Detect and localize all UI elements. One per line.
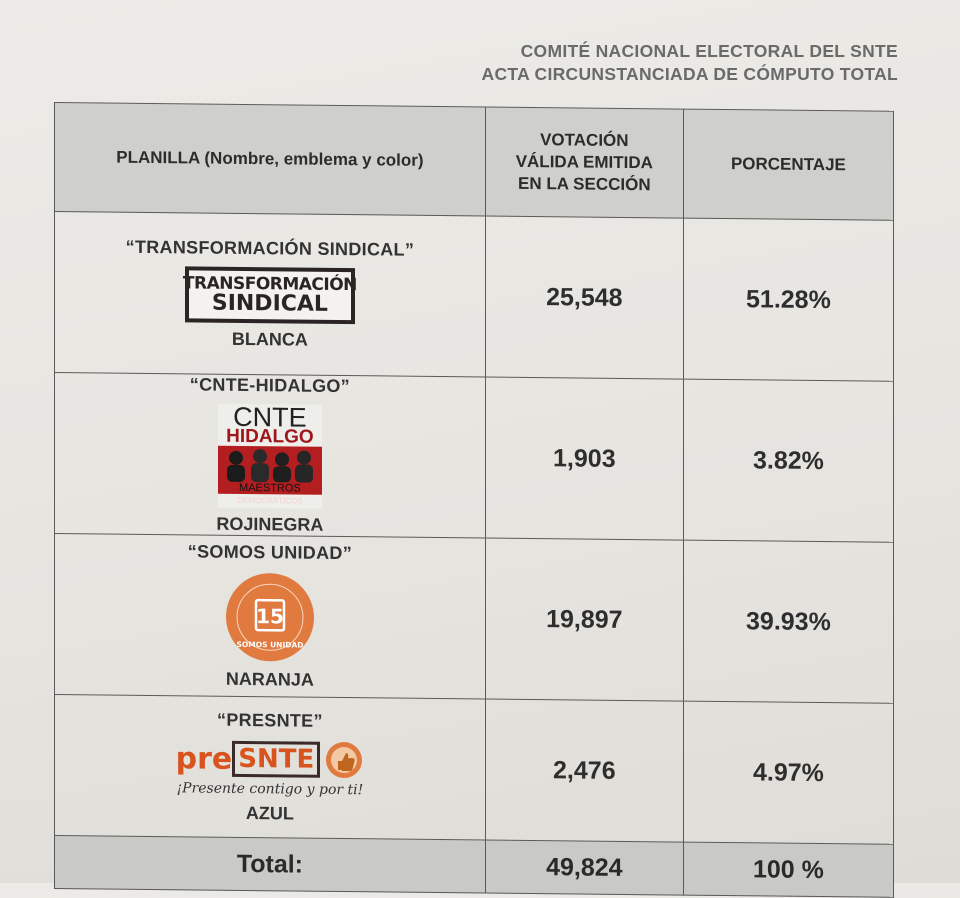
planilla-name: “PRESNTE”	[217, 709, 323, 731]
transformacion-sindical-emblem: TRANSFORMACIÓN SINDICAL	[183, 266, 357, 325]
planilla-color: AZUL	[245, 803, 294, 824]
emblem-number: 15	[256, 604, 284, 628]
emblem-text-l4: DEMOCRÁTICOS	[237, 495, 303, 506]
planilla-name: “TRANSFORMACIÓN SINDICAL”	[125, 236, 415, 260]
col-header-votacion-l2: VÁLIDA EMITIDA	[515, 151, 653, 173]
col-header-votacion: VOTACIÓN VÁLIDA EMITIDA EN LA SECCIÓN	[485, 107, 684, 219]
results-table: PLANILLA (Nombre, emblema y color) VOTAC…	[54, 102, 894, 898]
header-line-2: ACTA CIRCUNSTANCIADA DE CÓMPUTO TOTAL	[481, 64, 898, 84]
header-line-1: COMITÉ NACIONAL ELECTORAL DEL SNTE	[520, 41, 898, 61]
total-percent: 100 %	[683, 842, 894, 898]
planilla-name: “CNTE-HIDALGO”	[189, 374, 350, 397]
col-header-porcentaje: PORCENTAJE	[683, 109, 894, 221]
planilla-color: BLANCA	[231, 328, 308, 350]
people-photo-icon	[226, 449, 313, 483]
total-votes: 49,824	[485, 840, 684, 896]
emblem-text-l3: MAESTROS	[239, 481, 301, 495]
col-header-votacion-l1: VOTACIÓN	[540, 130, 629, 151]
emblem-text-l2: HIDALGO	[226, 425, 314, 448]
emblem-text-l2: SINDICAL	[211, 290, 328, 317]
emblem-snte-text: SNTE	[232, 740, 321, 778]
planilla-name: “SOMOS UNIDAD”	[187, 541, 353, 564]
planilla-cell: “CNTE-HIDALGO” CNTE HIDALGO MAESTROS DEM…	[54, 372, 486, 539]
col-header-votacion-l3: EN LA SECCIÓN	[518, 173, 651, 195]
votes-cell: 25,548	[485, 216, 684, 380]
cnte-hidalgo-emblem: CNTE HIDALGO MAESTROS DEMOCRÁTICOS	[217, 402, 322, 509]
votes-cell: 19,897	[485, 538, 684, 702]
percent-cell: 4.97%	[683, 701, 894, 845]
col-header-planilla: PLANILLA (Nombre, emblema y color)	[54, 102, 486, 217]
thumbs-up-icon	[326, 742, 363, 779]
planilla-cell: “PRESNTE” pre SNTE ¡Presente contigo y p…	[54, 694, 486, 841]
votes-cell: 1,903	[485, 377, 684, 541]
table-row: “CNTE-HIDALGO” CNTE HIDALGO MAESTROS DEM…	[54, 372, 894, 543]
table-row: “TRANSFORMACIÓN SINDICAL” TRANSFORMACIÓN…	[54, 211, 894, 382]
planilla-cell: “TRANSFORMACIÓN SINDICAL” TRANSFORMACIÓN…	[54, 211, 486, 378]
percent-cell: 39.93%	[683, 540, 894, 704]
planilla-cell: “SOMOS UNIDAD” 15 SOMOS UNIDAD NARANJA	[54, 533, 486, 700]
percent-cell: 3.82%	[683, 379, 894, 543]
votes-cell: 2,476	[485, 699, 684, 843]
somos-unidad-emblem: 15 SOMOS UNIDAD	[225, 573, 314, 662]
table-row: “SOMOS UNIDAD” 15 SOMOS UNIDAD NARANJA 1…	[54, 533, 894, 704]
emblem-tagline: ¡Presente contigo y por ti!	[176, 780, 364, 799]
presnte-emblem: pre SNTE ¡Presente contigo y por ti!	[176, 738, 365, 798]
total-label: Total:	[54, 835, 486, 894]
percent-cell: 51.28%	[683, 218, 894, 382]
emblem-text: SOMOS UNIDAD	[236, 640, 303, 650]
table-header-row: PLANILLA (Nombre, emblema y color) VOTAC…	[54, 102, 894, 221]
table-row: “PRESNTE” pre SNTE ¡Presente contigo y p…	[54, 694, 894, 845]
emblem-pre-text: pre	[175, 740, 233, 777]
document-header: COMITÉ NACIONAL ELECTORAL DEL SNTE ACTA …	[482, 40, 899, 86]
planilla-color: NARANJA	[225, 668, 314, 690]
total-row: Total: 49,824 100 %	[54, 835, 894, 898]
